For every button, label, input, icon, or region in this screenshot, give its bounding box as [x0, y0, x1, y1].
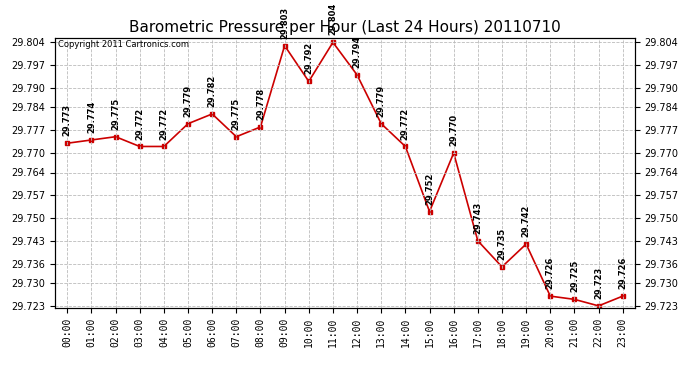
Text: 29.803: 29.803: [280, 7, 289, 39]
Text: 29.772: 29.772: [159, 107, 168, 140]
Text: 29.725: 29.725: [570, 260, 579, 292]
Text: 29.743: 29.743: [473, 202, 482, 234]
Text: 29.726: 29.726: [546, 257, 555, 289]
Text: 29.735: 29.735: [497, 228, 506, 260]
Text: Copyright 2011 Cartronics.com: Copyright 2011 Cartronics.com: [58, 40, 189, 49]
Text: 29.772: 29.772: [135, 107, 144, 140]
Text: 29.782: 29.782: [208, 75, 217, 107]
Text: 29.772: 29.772: [401, 107, 410, 140]
Title: Barometric Pressure per Hour (Last 24 Hours) 20110710: Barometric Pressure per Hour (Last 24 Ho…: [129, 20, 561, 35]
Text: 29.792: 29.792: [304, 42, 313, 75]
Text: 29.804: 29.804: [328, 3, 337, 35]
Text: 29.774: 29.774: [87, 101, 96, 133]
Text: 29.752: 29.752: [425, 172, 434, 205]
Text: 29.779: 29.779: [377, 85, 386, 117]
Text: 29.778: 29.778: [256, 88, 265, 120]
Text: 29.775: 29.775: [232, 98, 241, 130]
Text: 29.794: 29.794: [353, 36, 362, 68]
Text: 29.742: 29.742: [522, 205, 531, 237]
Text: 29.779: 29.779: [184, 85, 193, 117]
Text: 29.773: 29.773: [63, 104, 72, 136]
Text: 29.775: 29.775: [111, 98, 120, 130]
Text: 29.723: 29.723: [594, 267, 603, 299]
Text: 29.770: 29.770: [449, 114, 458, 146]
Text: 29.726: 29.726: [618, 257, 627, 289]
